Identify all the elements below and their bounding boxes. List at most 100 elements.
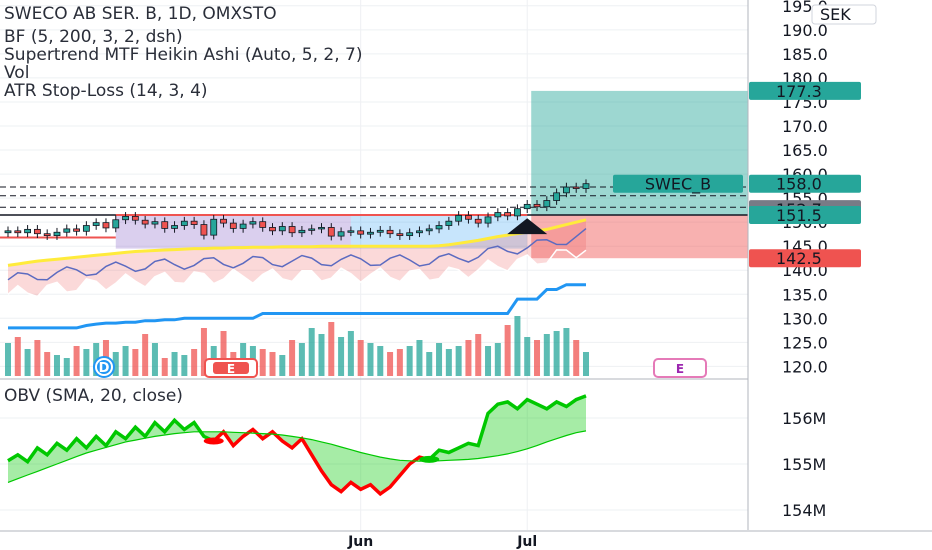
volume-bar <box>436 343 443 376</box>
candle-body[interactable] <box>563 186 570 194</box>
candle-body[interactable] <box>327 227 335 237</box>
candle-body[interactable] <box>445 220 453 226</box>
candle-body[interactable] <box>435 225 443 230</box>
volume-bar <box>191 349 198 376</box>
candle-body[interactable] <box>210 218 218 236</box>
symbol-title: SWECO AB SER. B, 1D, OMXSTO <box>4 4 277 24</box>
candle-body[interactable] <box>406 232 414 237</box>
candle-body[interactable] <box>122 215 129 221</box>
time-tick-label: Jun <box>347 534 373 550</box>
target-zone <box>531 90 748 215</box>
candle-body[interactable] <box>200 224 208 236</box>
candle-body[interactable] <box>582 183 590 189</box>
volume-bar <box>485 346 492 376</box>
candle-body[interactable] <box>572 186 580 189</box>
candle-body[interactable] <box>298 229 306 234</box>
volume-bar <box>553 331 560 376</box>
price-label-text: 177.3 <box>776 82 822 101</box>
price-tick-label: 135.0 <box>782 285 828 304</box>
candle-body[interactable] <box>337 231 345 237</box>
volume-bar <box>563 328 570 376</box>
candle-body[interactable] <box>455 215 463 222</box>
candle-body[interactable] <box>367 231 374 235</box>
candle-body[interactable] <box>484 216 492 224</box>
volume-bar <box>298 343 305 376</box>
candle-body[interactable] <box>269 227 276 232</box>
volume-bar <box>455 346 462 376</box>
candle-body[interactable] <box>151 221 159 225</box>
price-label[interactable] <box>749 174 861 193</box>
candle-body[interactable] <box>4 230 12 234</box>
event-markers[interactable]: D E E <box>93 356 707 378</box>
candle-body[interactable] <box>14 230 22 234</box>
volume-bar <box>445 349 452 376</box>
candle-body[interactable] <box>494 212 502 218</box>
candle-body[interactable] <box>357 230 365 235</box>
candle-body[interactable] <box>425 228 433 232</box>
candle-body[interactable] <box>239 223 247 229</box>
candle-body[interactable] <box>33 228 41 235</box>
candle-body[interactable] <box>376 229 384 233</box>
currency-label: SEK <box>820 5 851 24</box>
candle-body[interactable] <box>249 221 257 225</box>
currency-badge[interactable]: SEK <box>811 4 877 25</box>
candle-body[interactable] <box>396 233 404 237</box>
candle-body[interactable] <box>523 203 531 210</box>
obv-tick-label: 155M <box>782 455 826 474</box>
price-label[interactable] <box>749 205 861 224</box>
candle-body[interactable] <box>92 222 100 226</box>
price-tick-label: 170.0 <box>782 117 828 136</box>
candle-body[interactable] <box>288 226 296 234</box>
volume-bar <box>24 349 31 376</box>
candle-body[interactable] <box>180 220 188 226</box>
earnings-marker-future[interactable] <box>653 358 707 378</box>
dividend-marker-fill <box>97 360 111 374</box>
candle-body[interactable] <box>259 221 267 228</box>
candle-body[interactable] <box>474 218 482 224</box>
candle-body[interactable] <box>308 228 316 231</box>
candle-body[interactable] <box>82 225 90 232</box>
candle-body[interactable] <box>73 228 80 232</box>
candle-body[interactable] <box>63 228 71 233</box>
price-label[interactable] <box>749 249 861 268</box>
candle-body[interactable] <box>53 231 61 237</box>
candle-body[interactable] <box>386 229 394 235</box>
candle-body[interactable] <box>229 222 237 229</box>
dividend-marker-label: D <box>99 361 110 376</box>
candle-body[interactable] <box>43 233 51 237</box>
candle-body[interactable] <box>112 219 120 229</box>
price-tick-label: 125.0 <box>782 333 828 352</box>
candle-body[interactable] <box>24 228 31 234</box>
candle-body[interactable] <box>465 215 472 220</box>
candle-body[interactable] <box>514 208 521 217</box>
candle-body[interactable] <box>553 192 561 201</box>
candle-body[interactable] <box>318 227 325 230</box>
candle-body[interactable] <box>533 203 541 208</box>
price-label[interactable] <box>749 81 861 100</box>
bands-layer <box>0 213 587 330</box>
lower-band-line-2 <box>7 249 587 298</box>
candle-body[interactable] <box>220 218 227 224</box>
candle-body[interactable] <box>190 220 198 225</box>
candle-body[interactable] <box>278 226 286 232</box>
volume-bar <box>534 340 541 376</box>
symbol-label[interactable] <box>613 174 743 193</box>
candle-body[interactable] <box>504 212 512 217</box>
candle-body[interactable] <box>102 222 110 229</box>
volume-bar <box>475 334 482 376</box>
candle-body[interactable] <box>171 225 178 229</box>
candle-body[interactable] <box>416 230 423 234</box>
volume-bar <box>289 340 296 376</box>
earnings-marker-future-label: E <box>676 362 684 376</box>
candle-body[interactable] <box>141 219 149 225</box>
price-tick-label: 165.0 <box>782 141 828 160</box>
earnings-marker-past-fill <box>213 362 249 374</box>
candle-body[interactable] <box>347 230 355 233</box>
obv-cross-marker <box>419 455 440 463</box>
candle-body[interactable] <box>161 221 169 229</box>
candle-body[interactable] <box>131 215 139 221</box>
volume-bar <box>200 328 207 376</box>
candle-body[interactable] <box>543 200 551 208</box>
